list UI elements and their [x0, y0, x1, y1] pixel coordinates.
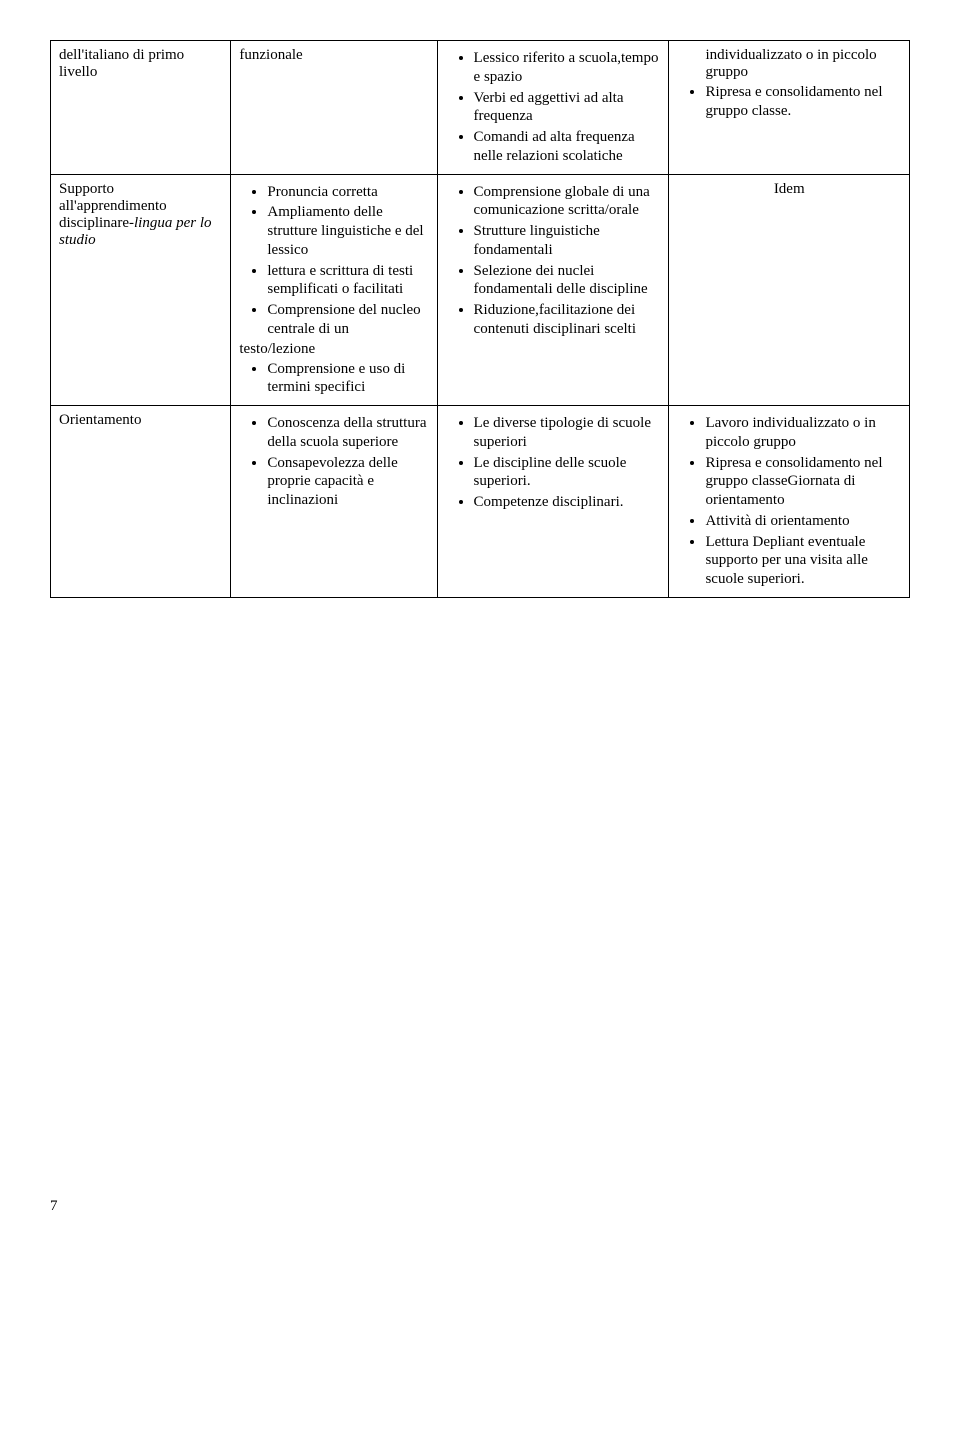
cell-mid-text: testo/lezione: [239, 341, 428, 358]
list-item: Ampliamento delle strutture linguistiche…: [267, 203, 428, 259]
cell-r2-c3: Comprensione globale di una comunicazion…: [437, 174, 669, 406]
page-number: 7: [50, 1198, 910, 1215]
list-item: Comprensione del nucleo centrale di un: [267, 301, 428, 339]
bullet-list: Le diverse tipologie di scuole superiori…: [446, 414, 661, 512]
cell-r1-c2: funzionale: [231, 41, 437, 175]
bullet-list: Ripresa e consolidamento nel gruppo clas…: [677, 83, 901, 121]
list-item: Conoscenza della struttura della scuola …: [267, 414, 428, 452]
list-item: Attività di orientamento: [705, 512, 901, 531]
cell-r3-c2: Conoscenza della struttura della scuola …: [231, 406, 437, 598]
cell-text: Idem: [774, 181, 805, 197]
cell-r2-c2: Pronuncia corretta Ampliamento delle str…: [231, 174, 437, 406]
cell-r1-c1: dell'italiano di primo livello: [51, 41, 231, 175]
list-item: Verbi ed aggettivi ad alta frequenza: [474, 89, 661, 127]
cell-r2-c4: Idem: [669, 174, 910, 406]
list-item: Lettura Depliant eventuale supporto per …: [705, 533, 901, 589]
list-item: Ripresa e consolidamento nel gruppo clas…: [705, 454, 901, 510]
cell-r3-c3: Le diverse tipologie di scuole superiori…: [437, 406, 669, 598]
table-row: Orientamento Conoscenza della struttura …: [51, 406, 910, 598]
bullet-list: Comprensione globale di una comunicazion…: [446, 183, 661, 339]
cell-text: dell'italiano di primo livello: [59, 47, 184, 80]
list-item: Lavoro individualizzato o in piccolo gru…: [705, 414, 901, 452]
bullet-list: Comprensione e uso di termini specifici: [239, 360, 428, 398]
list-item: lettura e scrittura di testi semplificat…: [267, 262, 428, 300]
list-item: Comandi ad alta frequenza nelle relazion…: [474, 128, 661, 166]
cell-r3-c4: Lavoro individualizzato o in piccolo gru…: [669, 406, 910, 598]
cell-text: individualizzato o in piccolo gruppo: [677, 47, 901, 81]
list-item: Pronuncia corretta: [267, 183, 428, 202]
list-item: Le discipline delle scuole superiori.: [474, 454, 661, 492]
table-row: dell'italiano di primo livello funzional…: [51, 41, 910, 175]
list-item: Competenze disciplinari.: [474, 493, 661, 512]
table-row: Supporto all'apprendimento disciplinare-…: [51, 174, 910, 406]
list-item: Comprensione e uso di termini specifici: [267, 360, 428, 398]
cell-r1-c3: Lessico riferito a scuola,tempo e spazio…: [437, 41, 669, 175]
cell-r2-c1: Supporto all'apprendimento disciplinare-…: [51, 174, 231, 406]
bullet-list: Pronuncia corretta Ampliamento delle str…: [239, 183, 428, 339]
list-item: Consapevolezza delle proprie capacità e …: [267, 454, 428, 510]
list-item: Ripresa e consolidamento nel gruppo clas…: [705, 83, 901, 121]
list-item: Strutture linguistiche fondamentali: [474, 222, 661, 260]
list-item: Riduzione,facilitazione dei contenuti di…: [474, 301, 661, 339]
list-item: Lessico riferito a scuola,tempo e spazio: [474, 49, 661, 87]
cell-r3-c1: Orientamento: [51, 406, 231, 598]
cell-text: Orientamento: [59, 412, 141, 428]
bullet-list: Lavoro individualizzato o in piccolo gru…: [677, 414, 901, 589]
list-item: Selezione dei nuclei fondamentali delle …: [474, 262, 661, 300]
list-item: Le diverse tipologie di scuole superiori: [474, 414, 661, 452]
cell-r1-c4: individualizzato o in piccolo gruppo Rip…: [669, 41, 910, 175]
content-table: dell'italiano di primo livello funzional…: [50, 40, 910, 598]
cell-text: funzionale: [239, 47, 302, 63]
list-item: Comprensione globale di una comunicazion…: [474, 183, 661, 221]
bullet-list: Conoscenza della struttura della scuola …: [239, 414, 428, 510]
bullet-list: Lessico riferito a scuola,tempo e spazio…: [446, 49, 661, 166]
